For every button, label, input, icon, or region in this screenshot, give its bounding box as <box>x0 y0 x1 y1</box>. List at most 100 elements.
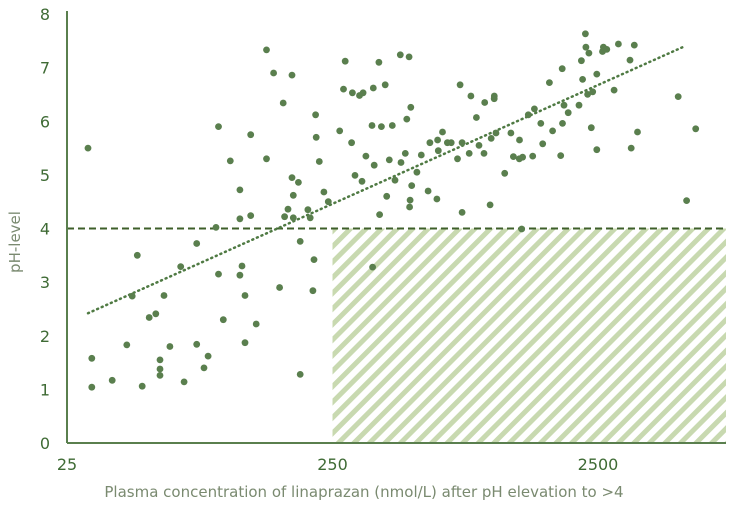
data-point <box>177 263 185 270</box>
data-point <box>306 214 314 222</box>
data-point <box>108 376 116 384</box>
data-point <box>324 198 332 206</box>
data-point <box>295 179 302 186</box>
x-tick-label: 250 <box>317 455 348 474</box>
data-point <box>575 101 583 109</box>
data-point <box>546 79 553 86</box>
data-point <box>408 182 416 190</box>
data-point <box>560 101 568 109</box>
data-point <box>407 103 415 111</box>
data-point <box>241 339 249 347</box>
data-point <box>160 292 168 299</box>
data-point <box>447 139 455 147</box>
data-point <box>465 150 473 157</box>
data-point <box>204 352 212 360</box>
data-point <box>473 114 480 121</box>
data-point <box>426 139 434 147</box>
data-point <box>405 53 413 61</box>
hatched-area <box>332 228 726 443</box>
y-tick-label: 7 <box>40 59 50 78</box>
y-tick-labels: 0 1 2 3 4 5 6 7 8 <box>40 5 50 453</box>
data-point <box>166 343 174 350</box>
data-point <box>413 168 421 176</box>
data-point <box>88 354 96 362</box>
y-tick-label: 3 <box>40 273 50 292</box>
data-point <box>128 292 136 300</box>
data-point <box>368 122 376 129</box>
data-point <box>226 157 234 165</box>
data-point <box>391 176 399 184</box>
data-point <box>439 128 446 136</box>
data-point <box>212 224 220 231</box>
data-point <box>238 262 246 270</box>
data-point <box>417 151 425 159</box>
data-point <box>589 88 597 96</box>
data-point <box>518 225 526 233</box>
data-point <box>433 195 441 203</box>
data-point <box>369 84 377 92</box>
y-axis-title: pH-level <box>6 211 24 273</box>
data-point <box>692 125 700 133</box>
data-point <box>369 263 376 271</box>
y-tick-label: 0 <box>40 434 50 453</box>
data-point <box>279 99 287 107</box>
data-point <box>263 46 270 54</box>
data-point <box>634 128 641 136</box>
data-point <box>193 340 201 348</box>
data-point <box>490 92 498 100</box>
data-point <box>241 292 249 299</box>
data-point <box>309 287 317 295</box>
data-point <box>289 191 297 199</box>
data-point <box>123 341 131 349</box>
axes <box>66 11 726 444</box>
data-point <box>383 192 391 200</box>
data-point <box>492 129 500 137</box>
data-point <box>349 89 356 97</box>
data-point <box>133 251 141 259</box>
data-point <box>340 85 347 93</box>
data-point <box>587 124 595 132</box>
data-point <box>336 127 344 135</box>
data-point <box>630 41 638 49</box>
data-point <box>263 155 270 163</box>
data-point <box>351 172 359 179</box>
data-point <box>683 197 690 205</box>
data-point <box>510 153 517 161</box>
data-point <box>281 213 288 221</box>
data-point <box>312 111 319 119</box>
data-point <box>564 109 572 117</box>
data-point <box>156 372 164 379</box>
data-point <box>304 206 312 214</box>
data-point <box>486 201 494 209</box>
data-point <box>519 153 526 161</box>
data-point <box>370 161 378 169</box>
data-point <box>236 186 244 194</box>
data-points <box>84 30 700 391</box>
data-point <box>247 131 255 139</box>
data-point <box>156 365 164 373</box>
data-point <box>585 49 593 57</box>
data-point <box>557 152 565 160</box>
data-point <box>674 93 682 100</box>
data-point <box>529 152 537 160</box>
y-tick-label: 2 <box>40 327 50 346</box>
data-point <box>252 320 260 328</box>
data-point <box>375 58 383 66</box>
data-point <box>603 46 611 53</box>
data-point <box>358 177 366 185</box>
data-point <box>215 123 222 130</box>
data-point <box>406 203 413 211</box>
data-point <box>315 158 323 165</box>
data-point <box>397 159 405 166</box>
data-point <box>458 139 466 147</box>
data-point <box>296 371 304 378</box>
data-point <box>582 30 589 38</box>
data-point <box>626 56 634 64</box>
data-point <box>156 356 164 364</box>
data-point <box>475 142 483 149</box>
data-point <box>359 89 367 97</box>
data-point <box>276 284 283 291</box>
y-tick-label: 6 <box>40 112 50 131</box>
data-point <box>320 188 328 196</box>
